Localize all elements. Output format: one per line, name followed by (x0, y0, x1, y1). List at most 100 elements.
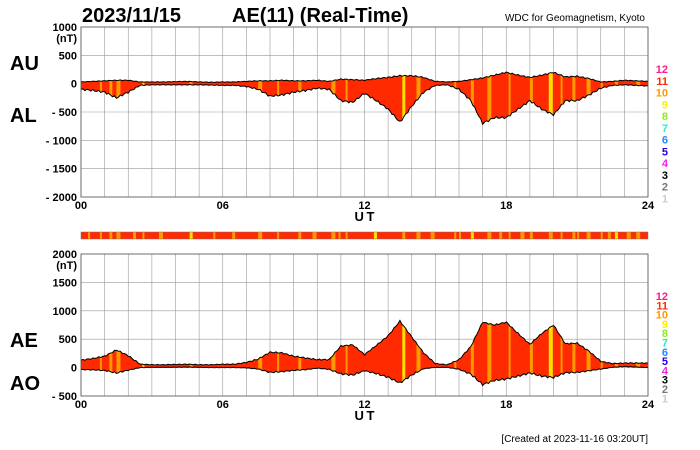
series-label-ae: AE (10, 330, 38, 352)
station-bar-segment (116, 232, 121, 239)
x-tick-label: 12 (358, 200, 370, 212)
station-bar-segment (277, 232, 280, 239)
station-legend-8: 8 (662, 111, 668, 123)
station-bar-frame (80, 231, 649, 240)
station-legend-6: 6 (662, 135, 668, 147)
station-count-stripe (529, 320, 533, 386)
station-legend-7: 7 (662, 337, 668, 349)
station-count-stripe (116, 320, 121, 386)
station-legend-11: 11 (656, 76, 668, 88)
station-legend-4: 4 (662, 158, 669, 170)
station-bar-segment (636, 232, 641, 239)
station-bar-segment (577, 232, 580, 239)
au-al-panel: 1000 500 0 - 500 - 1000 - 1500 - 2000 (nT) 00 06 1… (10, 22, 669, 224)
station-bar-segment (213, 232, 216, 239)
station-legend-3: 3 (662, 375, 668, 387)
au-al-frame (80, 26, 649, 198)
station-count-stripe (572, 72, 576, 125)
y-tick-label: - 2000 (46, 192, 77, 204)
x-axis-label: U T (355, 209, 375, 224)
station-count-stripe (470, 320, 474, 386)
station-bar-segment (487, 232, 492, 239)
station-bar-segment (109, 232, 113, 239)
station-legend-9: 9 (662, 99, 668, 111)
station-legend-2: 2 (662, 384, 668, 396)
ae-ao-upper-line (80, 319, 649, 366)
station-bar-segment (158, 232, 163, 239)
station-legend-10: 10 (656, 310, 668, 322)
station-legend-12: 12 (656, 291, 668, 303)
station-count-stripe (416, 320, 421, 386)
station-count-stripe (345, 320, 348, 386)
x-tick-label: 18 (500, 399, 512, 411)
station-bar-segment (189, 232, 193, 239)
ae-ao-fill (81, 320, 648, 386)
station-bar-segment (142, 232, 145, 239)
y-tick-label: 0 (71, 363, 77, 375)
station-bar-segment (529, 232, 533, 239)
station-legend-6: 6 (662, 347, 668, 359)
created-label: [Created at 2023-11-16 03:20UT] (501, 434, 648, 445)
au-al-upper-line (80, 71, 649, 83)
station-bar-segment (572, 232, 576, 239)
ae-ao-frame (80, 253, 649, 397)
station-legend-11: 11 (656, 300, 668, 312)
station-legend-3: 3 (662, 170, 668, 182)
y-tick-label: - 500 (52, 107, 77, 119)
source-label: WDC for Geomagnetism, Kyoto (505, 13, 645, 24)
x-tick-label: 06 (217, 399, 229, 411)
station-legend-8: 8 (662, 328, 668, 340)
station-bar-segment (232, 232, 236, 239)
station-bar-segment (607, 232, 611, 239)
station-bar-segment (338, 232, 341, 239)
x-axis-label: U T (355, 408, 375, 423)
station-legend-12: 12 (656, 64, 668, 76)
date-title: 2023/11/15 (82, 5, 181, 27)
station-bar-segment (430, 232, 435, 239)
station-bar-segment (520, 232, 525, 239)
y-tick-label: 1000 (53, 22, 77, 34)
station-legend-1: 1 (662, 393, 668, 405)
y-tick-label: 500 (59, 50, 77, 62)
station-count-stripe (508, 72, 511, 125)
chart-title: AE(11) (Real-Time) (232, 5, 408, 27)
station-count-stripe (508, 320, 511, 386)
station-legend-5: 5 (662, 356, 668, 368)
station-count-stripe (586, 320, 591, 386)
station-bar-segment (626, 232, 631, 239)
station-bar-segment (470, 232, 474, 239)
station-bar-segment (600, 232, 603, 239)
station-bar-segment (416, 232, 421, 239)
x-tick-label: 12 (358, 399, 370, 411)
x-tick-label: 06 (217, 200, 229, 212)
station-legend-5: 5 (662, 146, 668, 158)
y-axis-unit: (nT) (56, 260, 77, 272)
x-tick-label: 24 (642, 200, 655, 212)
station-legend-4: 4 (662, 365, 669, 377)
y-tick-label: 0 (71, 79, 77, 91)
station-count-stripe (560, 320, 563, 386)
y-tick-label: 2000 (53, 249, 77, 261)
station-bar-segment (298, 232, 302, 239)
x-tick-label: 00 (75, 399, 87, 411)
station-bar-segment (402, 232, 406, 239)
station-bar-segment (586, 232, 591, 239)
station-bar-segment (614, 232, 618, 239)
station-legend-7: 7 (662, 123, 668, 135)
y-tick-label: - 500 (52, 391, 77, 403)
station-bar-segment (548, 232, 553, 239)
station-count-stripe (345, 72, 348, 125)
station-count-bar (80, 231, 649, 240)
y-tick-label: 1000 (53, 306, 77, 318)
station-count-stripe (572, 320, 576, 386)
x-tick-label: 24 (642, 399, 655, 411)
y-tick-label: - 1500 (46, 164, 77, 176)
station-count-stripe (402, 72, 406, 125)
station-count-stripe (402, 320, 406, 386)
station-bar-segment (454, 232, 457, 239)
station-bar-segment (258, 232, 263, 239)
station-bar-segment (508, 232, 511, 239)
station-bar-segment (345, 232, 348, 239)
station-bar-segment (132, 232, 136, 239)
